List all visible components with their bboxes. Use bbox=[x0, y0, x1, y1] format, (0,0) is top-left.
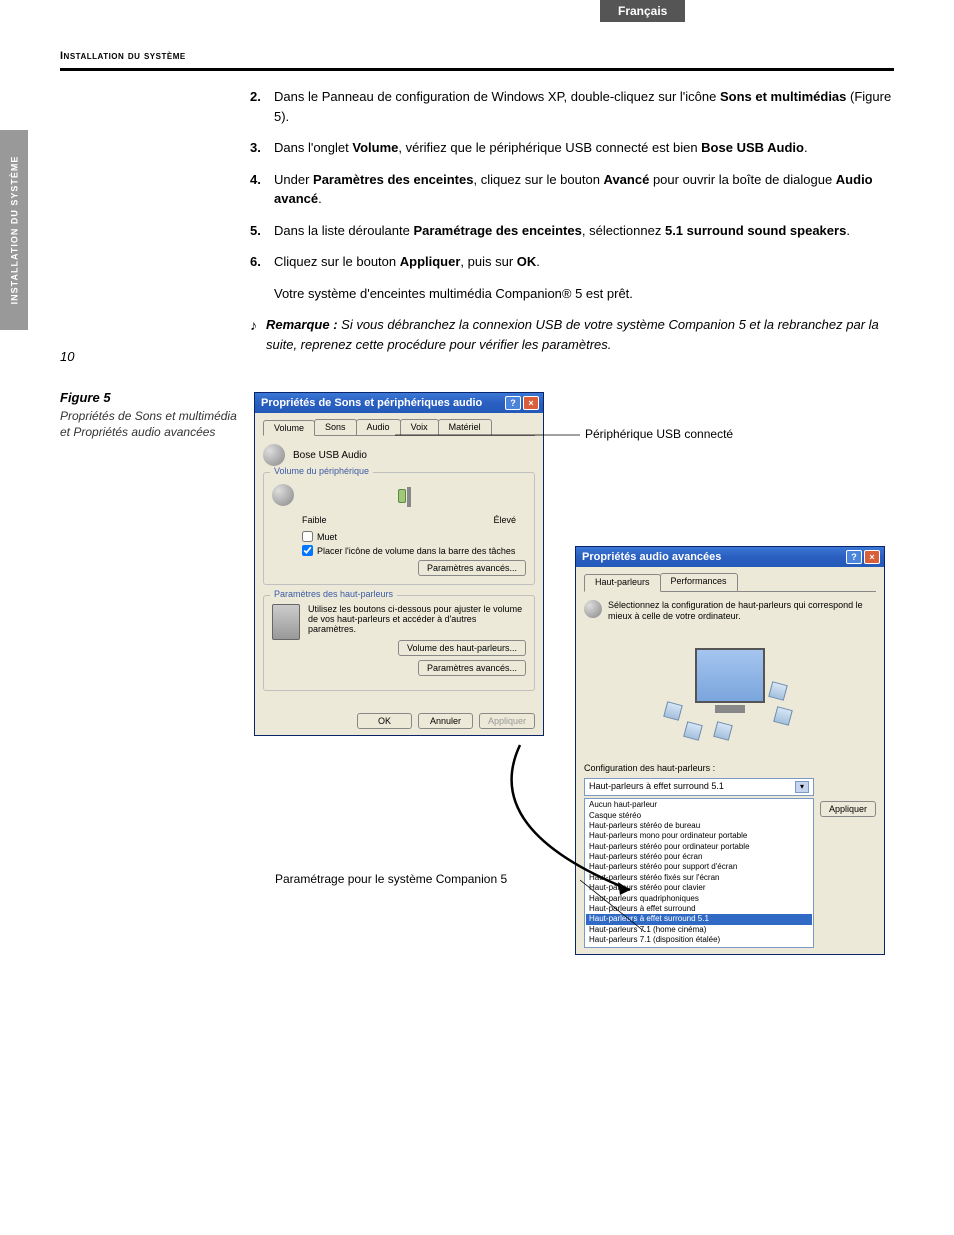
apply-button[interactable]: Appliquer bbox=[820, 801, 876, 817]
advanced-audio-window: Propriétés audio avancées ? × Haut-parle… bbox=[575, 546, 885, 955]
step-text: Dans la liste déroulante Paramétrage des… bbox=[274, 221, 894, 241]
tab-sons[interactable]: Sons bbox=[314, 419, 357, 435]
step-number: 2. bbox=[250, 87, 274, 126]
content-column: 2. Dans le Panneau de configuration de W… bbox=[250, 87, 894, 354]
help-button[interactable]: ? bbox=[505, 396, 521, 410]
dropdown-list[interactable]: Aucun haut-parleurCasque stéréoHaut-parl… bbox=[584, 798, 814, 947]
dropdown-option[interactable]: Haut-parleurs stéréo de bureau bbox=[586, 821, 812, 831]
tab-audio[interactable]: Audio bbox=[356, 419, 401, 435]
dialog-footer: OK Annuler Appliquer bbox=[255, 707, 543, 735]
tab-strip: Haut-parleurs Performances bbox=[584, 573, 876, 592]
step-5: 5. Dans la liste déroulante Paramétrage … bbox=[250, 221, 894, 241]
dropdown-option[interactable]: Haut-parleurs stéréo pour écran bbox=[586, 852, 812, 862]
close-button[interactable]: × bbox=[864, 550, 880, 564]
mute-checkbox[interactable]: Muet bbox=[302, 531, 526, 542]
step-number: 3. bbox=[250, 138, 274, 158]
dropdown-option[interactable]: Haut-parleurs stéréo pour clavier bbox=[586, 883, 812, 893]
volume-icon bbox=[263, 444, 285, 466]
dropdown-option[interactable]: Haut-parleurs à effet surround bbox=[586, 904, 812, 914]
figure-title: Figure 5 bbox=[60, 390, 240, 405]
step-number: 5. bbox=[250, 221, 274, 241]
ready-text: Votre système d'enceintes multimédia Com… bbox=[274, 284, 894, 304]
tab-voix[interactable]: Voix bbox=[400, 419, 439, 435]
instruction-text: Sélectionnez la configuration de haut-pa… bbox=[608, 600, 876, 623]
window-title: Propriétés audio avancées bbox=[582, 551, 844, 563]
speaker-help-text: Utilisez les boutons ci-dessous pour aju… bbox=[308, 604, 526, 634]
slider-high-label: Élevé bbox=[493, 515, 516, 525]
speaker-advanced-button[interactable]: Paramètres avancés... bbox=[418, 660, 526, 676]
device-name: Bose USB Audio bbox=[293, 450, 367, 461]
step-2: 2. Dans le Panneau de configuration de W… bbox=[250, 87, 894, 126]
tab-performance[interactable]: Performances bbox=[660, 573, 738, 591]
volume-icon bbox=[272, 484, 294, 506]
step-text: Dans le Panneau de configuration de Wind… bbox=[274, 87, 894, 126]
help-button[interactable]: ? bbox=[846, 550, 862, 564]
step-3: 3. Dans l'onglet Volume, vérifiez que le… bbox=[250, 138, 894, 158]
tab-volume[interactable]: Volume bbox=[263, 420, 315, 436]
dropdown-option[interactable]: Haut-parleurs à effet surround 5.1 bbox=[586, 914, 812, 924]
window-title: Propriétés de Sons et périphériques audi… bbox=[261, 397, 503, 409]
speaker-group: Paramètres des haut-parleurs Utilisez le… bbox=[263, 595, 535, 691]
callout-param: Paramétrage pour le système Companion 5 bbox=[275, 872, 507, 886]
speaker-config-dropdown[interactable]: Haut-parleurs à effet surround 5.1 ▾ bbox=[584, 778, 814, 796]
speaker-icon bbox=[272, 604, 300, 640]
advanced-params-button[interactable]: Paramètres avancés... bbox=[418, 560, 526, 576]
page-number: 10 bbox=[60, 349, 74, 364]
note: ♪ Remarque : Si vous débranchez la conne… bbox=[250, 315, 894, 354]
dropdown-option[interactable]: Haut-parleurs stéréo pour support d'écra… bbox=[586, 862, 812, 872]
dropdown-option[interactable]: Casque stéréo bbox=[586, 811, 812, 821]
dropdown-option[interactable]: Haut-parleurs stéréo pour ordinateur por… bbox=[586, 842, 812, 852]
step-4: 4. Under Paramètres des enceintes, cliqu… bbox=[250, 170, 894, 209]
speaker-volume-button[interactable]: Volume des haut-parleurs... bbox=[398, 640, 526, 656]
volume-group: Volume du périphérique Faible Élevé Muet bbox=[263, 472, 535, 585]
volume-slider[interactable] bbox=[302, 487, 516, 507]
dropdown-option[interactable]: Haut-parleurs quadriphoniques bbox=[586, 894, 812, 904]
titlebar[interactable]: Propriétés de Sons et périphériques audi… bbox=[255, 393, 543, 413]
dropdown-selected: Haut-parleurs à effet surround 5.1 bbox=[589, 781, 724, 793]
dropdown-option[interactable]: Haut-parleurs mono pour ordinateur porta… bbox=[586, 831, 812, 841]
figure-caption: Propriétés de Sons et multimédia et Prop… bbox=[60, 409, 240, 440]
config-label: Configuration des haut-parleurs : bbox=[584, 763, 814, 775]
apply-button[interactable]: Appliquer bbox=[479, 713, 535, 729]
slider-low-label: Faible bbox=[302, 515, 327, 525]
dropdown-option[interactable]: Haut-parleurs 7.1 (disposition étalée) bbox=[586, 935, 812, 945]
tab-strip: Volume Sons Audio Voix Matériel bbox=[263, 419, 535, 436]
ok-button[interactable]: OK bbox=[357, 713, 412, 729]
step-number: 4. bbox=[250, 170, 274, 209]
section-header: Installation du système bbox=[60, 50, 894, 62]
tab-speakers[interactable]: Haut-parleurs bbox=[584, 574, 661, 592]
side-tab: INSTALLATION DU SYSTÈME bbox=[0, 130, 28, 330]
speaker-setup-illustration bbox=[670, 643, 790, 743]
close-button[interactable]: × bbox=[523, 396, 539, 410]
note-text: Remarque : Si vous débranchez la connexi… bbox=[266, 315, 894, 354]
step-6: 6. Cliquez sur le bouton Appliquer, puis… bbox=[250, 252, 894, 272]
dropdown-option[interactable]: Haut-parleurs stéréo fixés sur l'écran bbox=[586, 873, 812, 883]
taskbar-checkbox[interactable]: Placer l'icône de volume dans la barre d… bbox=[302, 545, 526, 556]
titlebar[interactable]: Propriétés audio avancées ? × bbox=[576, 547, 884, 567]
step-text: Dans l'onglet Volume, vérifiez que le pé… bbox=[274, 138, 894, 158]
tab-materiel[interactable]: Matériel bbox=[438, 419, 492, 435]
step-number: 6. bbox=[250, 252, 274, 272]
figure-label: Figure 5 Propriétés de Sons et multimédi… bbox=[60, 390, 240, 440]
callout-usb: Périphérique USB connecté bbox=[585, 427, 733, 441]
step-text: Cliquez sur le bouton Appliquer, puis su… bbox=[274, 252, 894, 272]
chevron-down-icon[interactable]: ▾ bbox=[795, 781, 809, 793]
sounds-properties-window: Propriétés de Sons et périphériques audi… bbox=[254, 392, 544, 736]
speaker-icon bbox=[584, 600, 602, 618]
group-title: Paramètres des haut-parleurs bbox=[270, 589, 397, 599]
step-text: Under Paramètres des enceintes, cliquez … bbox=[274, 170, 894, 209]
dropdown-option[interactable]: Haut-parleurs 7.1 (home cinéma) bbox=[586, 925, 812, 935]
group-title: Volume du périphérique bbox=[270, 466, 373, 476]
note-icon: ♪ bbox=[250, 315, 266, 354]
dropdown-option[interactable]: Aucun haut-parleur bbox=[586, 800, 812, 810]
header-rule bbox=[60, 68, 894, 71]
cancel-button[interactable]: Annuler bbox=[418, 713, 473, 729]
device-row: Bose USB Audio bbox=[263, 444, 535, 466]
